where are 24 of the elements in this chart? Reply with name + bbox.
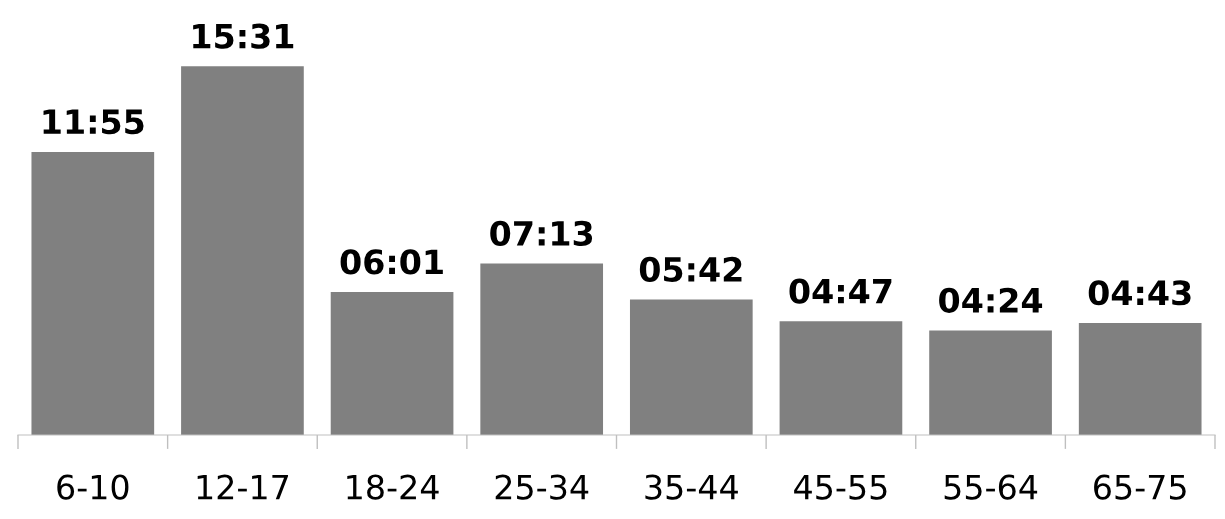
- data-label: 11:55: [43, 109, 144, 135]
- data-label: 06:01: [340, 249, 443, 275]
- x-tick-label: 12-17: [197, 474, 289, 500]
- x-tick-label: 55-64: [944, 474, 1038, 500]
- x-tick-label: 45-55: [794, 474, 887, 500]
- data-label: 04:24: [939, 287, 1043, 313]
- x-tick-label: 65-75: [1094, 474, 1186, 500]
- x-tick-label: 6-10: [57, 474, 129, 500]
- data-label: 04:43: [1088, 280, 1191, 306]
- bar: [779, 321, 903, 435]
- data-label: 15:31: [193, 23, 294, 49]
- bar: [629, 299, 753, 435]
- bar: [31, 151, 155, 435]
- bar: [181, 66, 304, 435]
- x-tick-label: 18-24: [347, 474, 439, 500]
- bar: [929, 330, 1052, 435]
- bar: [480, 263, 604, 435]
- data-label: 05:42: [639, 256, 742, 283]
- data-label: 04:47: [789, 278, 892, 304]
- bar: [1078, 322, 1202, 435]
- data-label: 07:13: [490, 220, 593, 246]
- x-tick-label: 25-34: [495, 474, 589, 500]
- x-tick-label: 35-44: [645, 474, 738, 500]
- bar: [330, 292, 454, 435]
